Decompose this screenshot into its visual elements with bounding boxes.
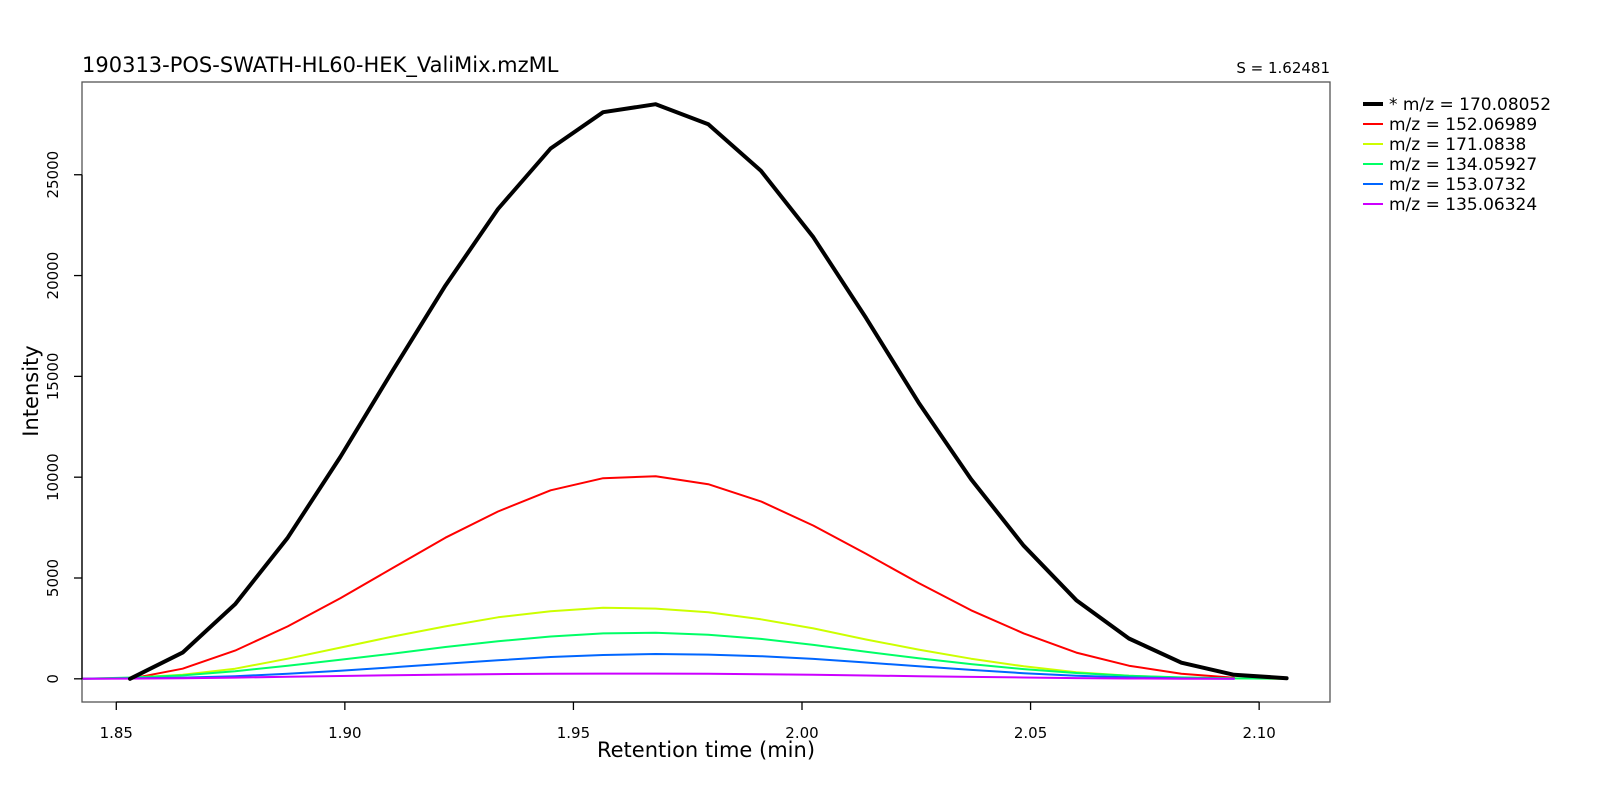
legend-item: m/z = 134.05927 xyxy=(1363,155,1537,175)
series-line-1 xyxy=(128,102,1289,681)
x-axis: 1.85 1.90 1.95 2.00 2.05 2.10 xyxy=(100,701,1276,742)
legend-label: * m/z = 170.08052 xyxy=(1389,95,1551,115)
x-tick-label: 2.00 xyxy=(785,724,818,742)
x-tick-label: 1.95 xyxy=(557,724,590,742)
series-layer xyxy=(81,102,1289,681)
y-tick-label: 25000 xyxy=(44,151,62,199)
legend-item: m/z = 152.06989 xyxy=(1363,115,1537,135)
legend-label: m/z = 152.06989 xyxy=(1389,115,1537,135)
y-tick-label: 10000 xyxy=(44,453,62,501)
legend-label: m/z = 134.05927 xyxy=(1389,155,1537,175)
chart-title: 190313-POS-SWATH-HL60-HEK_ValiMix.mzML xyxy=(82,53,559,78)
x-tick-label: 2.10 xyxy=(1242,724,1275,742)
y-axis-title: Intensity xyxy=(19,345,43,436)
legend-item: m/z = 153.0732 xyxy=(1363,175,1526,195)
x-tick-label: 1.90 xyxy=(328,724,361,742)
y-tick-label: 5000 xyxy=(44,559,62,597)
y-tick-label: 15000 xyxy=(44,353,62,401)
series-line-5 xyxy=(81,653,1235,680)
y-axis: 0 5000 10000 15000 20000 25000 xyxy=(44,151,83,684)
legend-item: * m/z = 170.08052 xyxy=(1363,95,1551,115)
series-line-4 xyxy=(81,631,1288,680)
series-line-6 xyxy=(81,672,1235,680)
series-line-2 xyxy=(129,475,1235,680)
score-annotation: S = 1.62481 xyxy=(1236,59,1330,77)
y-tick-label: 20000 xyxy=(44,252,62,300)
x-tick-label: 1.85 xyxy=(100,724,133,742)
legend-item: m/z = 171.0838 xyxy=(1363,135,1526,155)
legend-label: m/z = 135.06324 xyxy=(1389,195,1537,215)
x-axis-title: Retention time (min) xyxy=(597,738,815,762)
legend-item: m/z = 135.06324 xyxy=(1363,195,1537,215)
legend-label: m/z = 171.0838 xyxy=(1389,135,1526,155)
legend-label: m/z = 153.0732 xyxy=(1389,175,1526,195)
x-tick-label: 2.05 xyxy=(1014,724,1047,742)
y-tick-label: 0 xyxy=(44,674,62,684)
